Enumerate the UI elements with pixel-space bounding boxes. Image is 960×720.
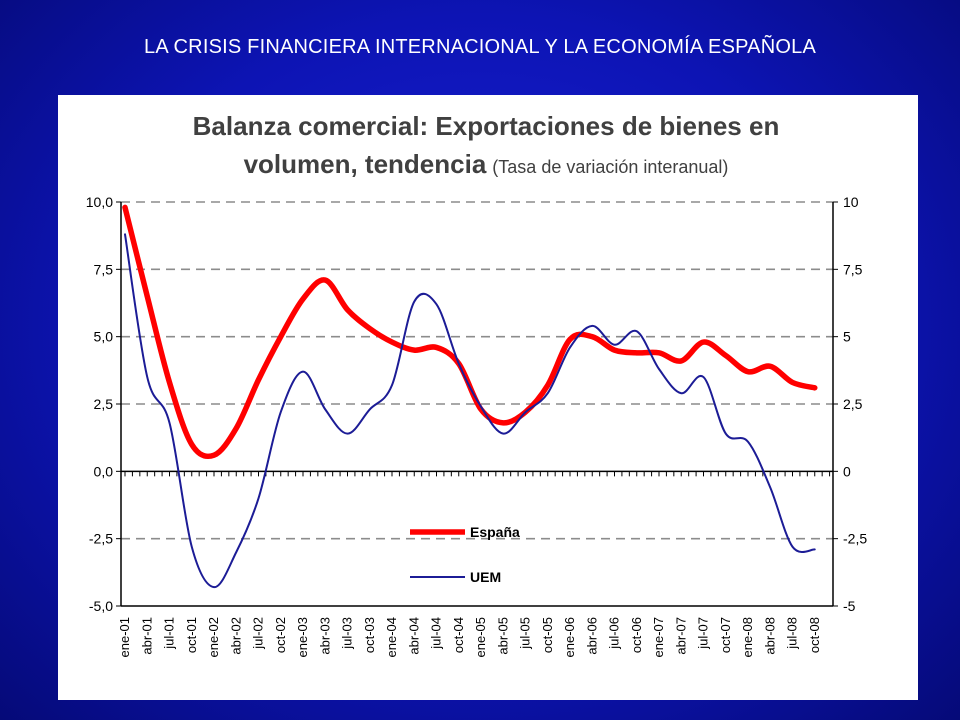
x-tick-label: oct-08: [807, 617, 822, 653]
series-espana: [122, 204, 818, 460]
x-tick-label: abr-08: [762, 617, 777, 655]
chart-title-line2-text: volumen, tendencia: [243, 149, 487, 179]
legend-label-uem: UEM: [470, 569, 501, 585]
y-tick-label-left: 7,5: [94, 261, 114, 277]
y-tick-label-left: -5,0: [89, 598, 113, 614]
chart-title: Balanza comercial: Exportaciones de bien…: [116, 107, 856, 186]
x-tick-label: ene-06: [562, 617, 577, 657]
legend-label-espana: España: [470, 524, 520, 540]
line-chart: 10,0 10 7,5 7,5 5,0 5 2,5 2,5 0,0 0 -2,5 -2,5 -5,0 -5…: [86, 194, 868, 657]
x-tick-label: abr-03: [317, 617, 332, 655]
x-tick-label: ene-05: [473, 617, 488, 657]
x-tick-label: ene-07: [651, 617, 666, 657]
x-tick-label: oct-01: [184, 617, 199, 653]
x-tick-label: oct-04: [451, 617, 466, 653]
y-tick-label-left: 0,0: [94, 463, 114, 479]
chart-title-line1: Balanza comercial: Exportaciones de bien…: [192, 111, 780, 141]
x-tick-label: abr-05: [495, 617, 510, 655]
x-tick-label: ene-08: [740, 617, 755, 657]
x-tick-label: abr-07: [673, 617, 688, 655]
chart-panel: Balanza comercial: Exportaciones de bien…: [58, 95, 918, 700]
y-tick-label-right: 0: [843, 463, 851, 479]
y-tick-label-right: 10: [843, 194, 859, 210]
x-tick-label: jul-07: [696, 617, 711, 650]
x-tick-label: abr-01: [139, 617, 154, 655]
x-tick-label: jul-03: [340, 617, 355, 650]
y-tick-label-left: 2,5: [94, 396, 114, 412]
y-tick-label-right: 7,5: [843, 261, 863, 277]
x-tick-label: jul-08: [785, 617, 800, 650]
series-uem: [124, 233, 816, 589]
chart-subtitle: (Tasa de variación interanual): [492, 157, 729, 177]
y-tick-label-right: -5: [843, 598, 856, 614]
x-tick-label: abr-02: [228, 617, 243, 655]
x-tick-label: jul-04: [429, 617, 444, 650]
x-tick-label: oct-02: [273, 617, 288, 653]
chart-title-line2: volumen, tendencia (Tasa de variación int…: [116, 145, 856, 186]
y-tick-label-right: 5: [843, 329, 851, 345]
x-tick-label: jul-01: [162, 617, 177, 650]
x-tick-label: jul-06: [607, 617, 622, 650]
x-tick-label: abr-04: [406, 617, 421, 655]
x-tick-label: ene-02: [206, 617, 221, 657]
y-tick-label-left: 5,0: [94, 329, 114, 345]
y-tick-label-left: -2,5: [89, 531, 113, 547]
x-tick-label: ene-04: [384, 617, 399, 657]
x-tick-label: jul-05: [518, 617, 533, 650]
slide-title: LA CRISIS FINANCIERA INTERNACIONAL Y LA …: [144, 36, 816, 58]
x-tick-label: abr-06: [584, 617, 599, 655]
y-tick-label-right: 2,5: [843, 396, 863, 412]
x-tick-label: ene-01: [117, 617, 132, 657]
y-tick-label-left: 10,0: [86, 194, 113, 210]
x-tick-label: oct-06: [629, 617, 644, 653]
x-tick-label: oct-07: [718, 617, 733, 653]
x-tick-label: jul-02: [251, 617, 266, 650]
y-tick-label-right: -2,5: [843, 531, 867, 547]
x-tick-label: oct-05: [540, 617, 555, 653]
x-tick-label: ene-03: [295, 617, 310, 657]
x-tick-label: oct-03: [362, 617, 377, 653]
